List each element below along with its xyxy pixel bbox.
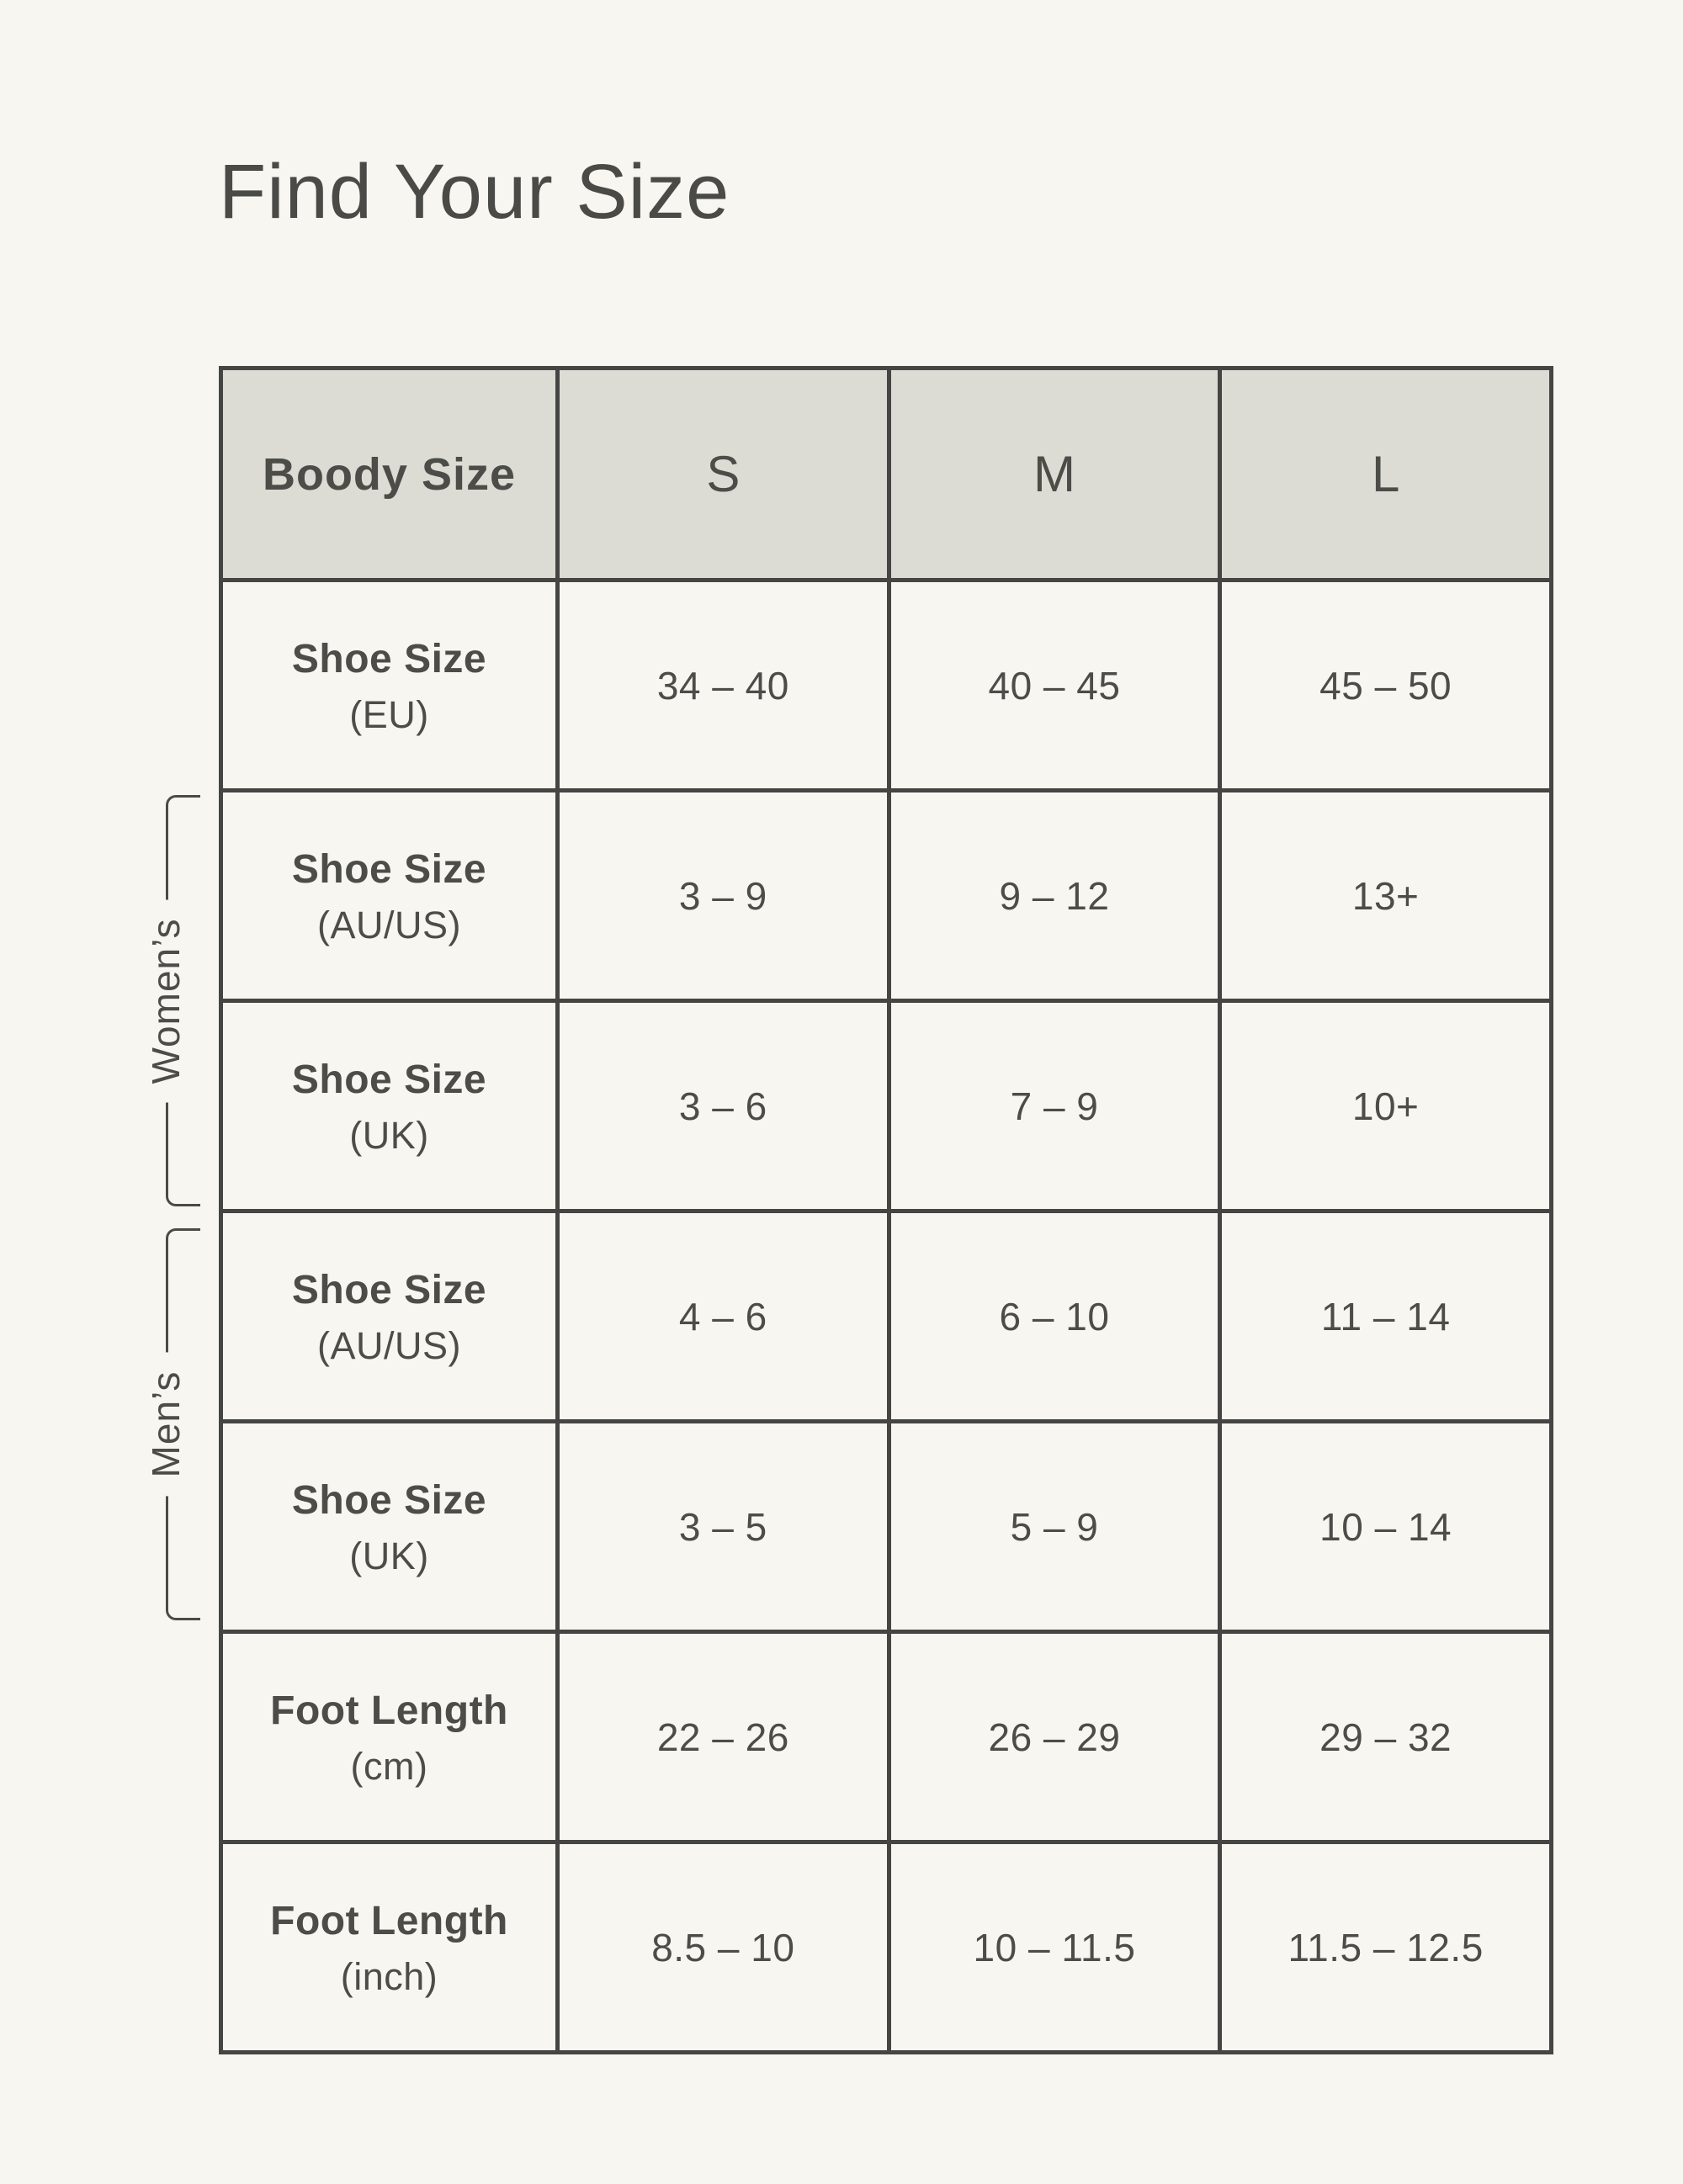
cell-value: 5 – 9 — [886, 1419, 1223, 1634]
header-size-m: M — [886, 366, 1223, 582]
row-label-text: Shoe Size — [291, 637, 487, 682]
cell-value: 3 – 6 — [555, 999, 891, 1213]
mens-group-bracket: Men’s — [143, 1228, 200, 1620]
womens-group-label: Women’s — [143, 899, 188, 1103]
mens-group-label: Men’s — [143, 1352, 188, 1497]
row-label-foot-length-cm: Foot Length (cm) — [219, 1630, 560, 1844]
row-label-text: Foot Length — [270, 1899, 508, 1944]
cell-value: 6 – 10 — [886, 1209, 1223, 1423]
row-label-unit: (UK) — [349, 1114, 429, 1158]
cell-value: 40 – 45 — [886, 578, 1223, 792]
table-row: Shoe Size (EU) 34 – 40 40 – 45 45 – 50 — [219, 578, 1553, 792]
row-label-unit: (AU/US) — [317, 904, 461, 947]
row-label-unit: (EU) — [349, 693, 429, 737]
cell-value: 10 – 11.5 — [886, 1840, 1223, 2054]
row-label-mens-shoe-size-auus: Shoe Size (AU/US) — [219, 1209, 560, 1423]
cell-value: 10+ — [1218, 999, 1553, 1213]
womens-group-bracket: Women’s — [143, 795, 200, 1206]
table-row: Foot Length (inch) 8.5 – 10 10 – 11.5 11… — [219, 1840, 1553, 2054]
cell-value: 11 – 14 — [1218, 1209, 1553, 1423]
cell-value: 8.5 – 10 — [555, 1840, 891, 2054]
table-row: Shoe Size (AU/US) 4 – 6 6 – 10 11 – 14 — [219, 1209, 1553, 1423]
row-label-text: Shoe Size — [291, 1478, 487, 1524]
row-label-unit: (inch) — [340, 1955, 438, 1999]
cell-value: 10 – 14 — [1218, 1419, 1553, 1634]
cell-value: 26 – 29 — [886, 1630, 1223, 1844]
row-label-text: Foot Length — [270, 1688, 508, 1734]
size-chart-table: Boody Size S M L Shoe Size (EU) 34 – 40 … — [219, 366, 1553, 2054]
row-label-unit: (cm) — [350, 1745, 428, 1789]
cell-value: 22 – 26 — [555, 1630, 891, 1844]
cell-value: 7 – 9 — [886, 999, 1223, 1213]
table-row: Shoe Size (AU/US) 3 – 9 9 – 12 13+ — [219, 788, 1553, 1003]
cell-value: 45 – 50 — [1218, 578, 1553, 792]
table-row: Shoe Size (UK) 3 – 5 5 – 9 10 – 14 — [219, 1419, 1553, 1634]
cell-value: 9 – 12 — [886, 788, 1223, 1003]
row-label-shoe-size-eu: Shoe Size (EU) — [219, 578, 560, 792]
cell-value: 11.5 – 12.5 — [1218, 1840, 1553, 2054]
cell-value: 29 – 32 — [1218, 1630, 1553, 1844]
cell-value: 3 – 5 — [555, 1419, 891, 1634]
row-label-text: Shoe Size — [291, 1268, 487, 1313]
header-size-s: S — [555, 366, 891, 582]
row-label-text: Shoe Size — [291, 1058, 487, 1103]
cell-value: 3 – 9 — [555, 788, 891, 1003]
cell-value: 34 – 40 — [555, 578, 891, 792]
cell-value: 13+ — [1218, 788, 1553, 1003]
table-header-row: Boody Size S M L — [219, 366, 1553, 582]
row-label-foot-length-inch: Foot Length (inch) — [219, 1840, 560, 2054]
table-row: Foot Length (cm) 22 – 26 26 – 29 29 – 32 — [219, 1630, 1553, 1844]
header-size-l: L — [1218, 366, 1553, 582]
cell-value: 4 – 6 — [555, 1209, 891, 1423]
row-label-unit: (UK) — [349, 1535, 429, 1578]
row-label-womens-shoe-size-auus: Shoe Size (AU/US) — [219, 788, 560, 1003]
table-row: Shoe Size (UK) 3 – 6 7 – 9 10+ — [219, 999, 1553, 1213]
header-boody-size: Boody Size — [219, 366, 560, 582]
page-title: Find Your Size — [219, 149, 730, 235]
row-label-mens-shoe-size-uk: Shoe Size (UK) — [219, 1419, 560, 1634]
row-label-text: Shoe Size — [291, 847, 487, 893]
row-label-unit: (AU/US) — [317, 1324, 461, 1368]
row-label-womens-shoe-size-uk: Shoe Size (UK) — [219, 999, 560, 1213]
